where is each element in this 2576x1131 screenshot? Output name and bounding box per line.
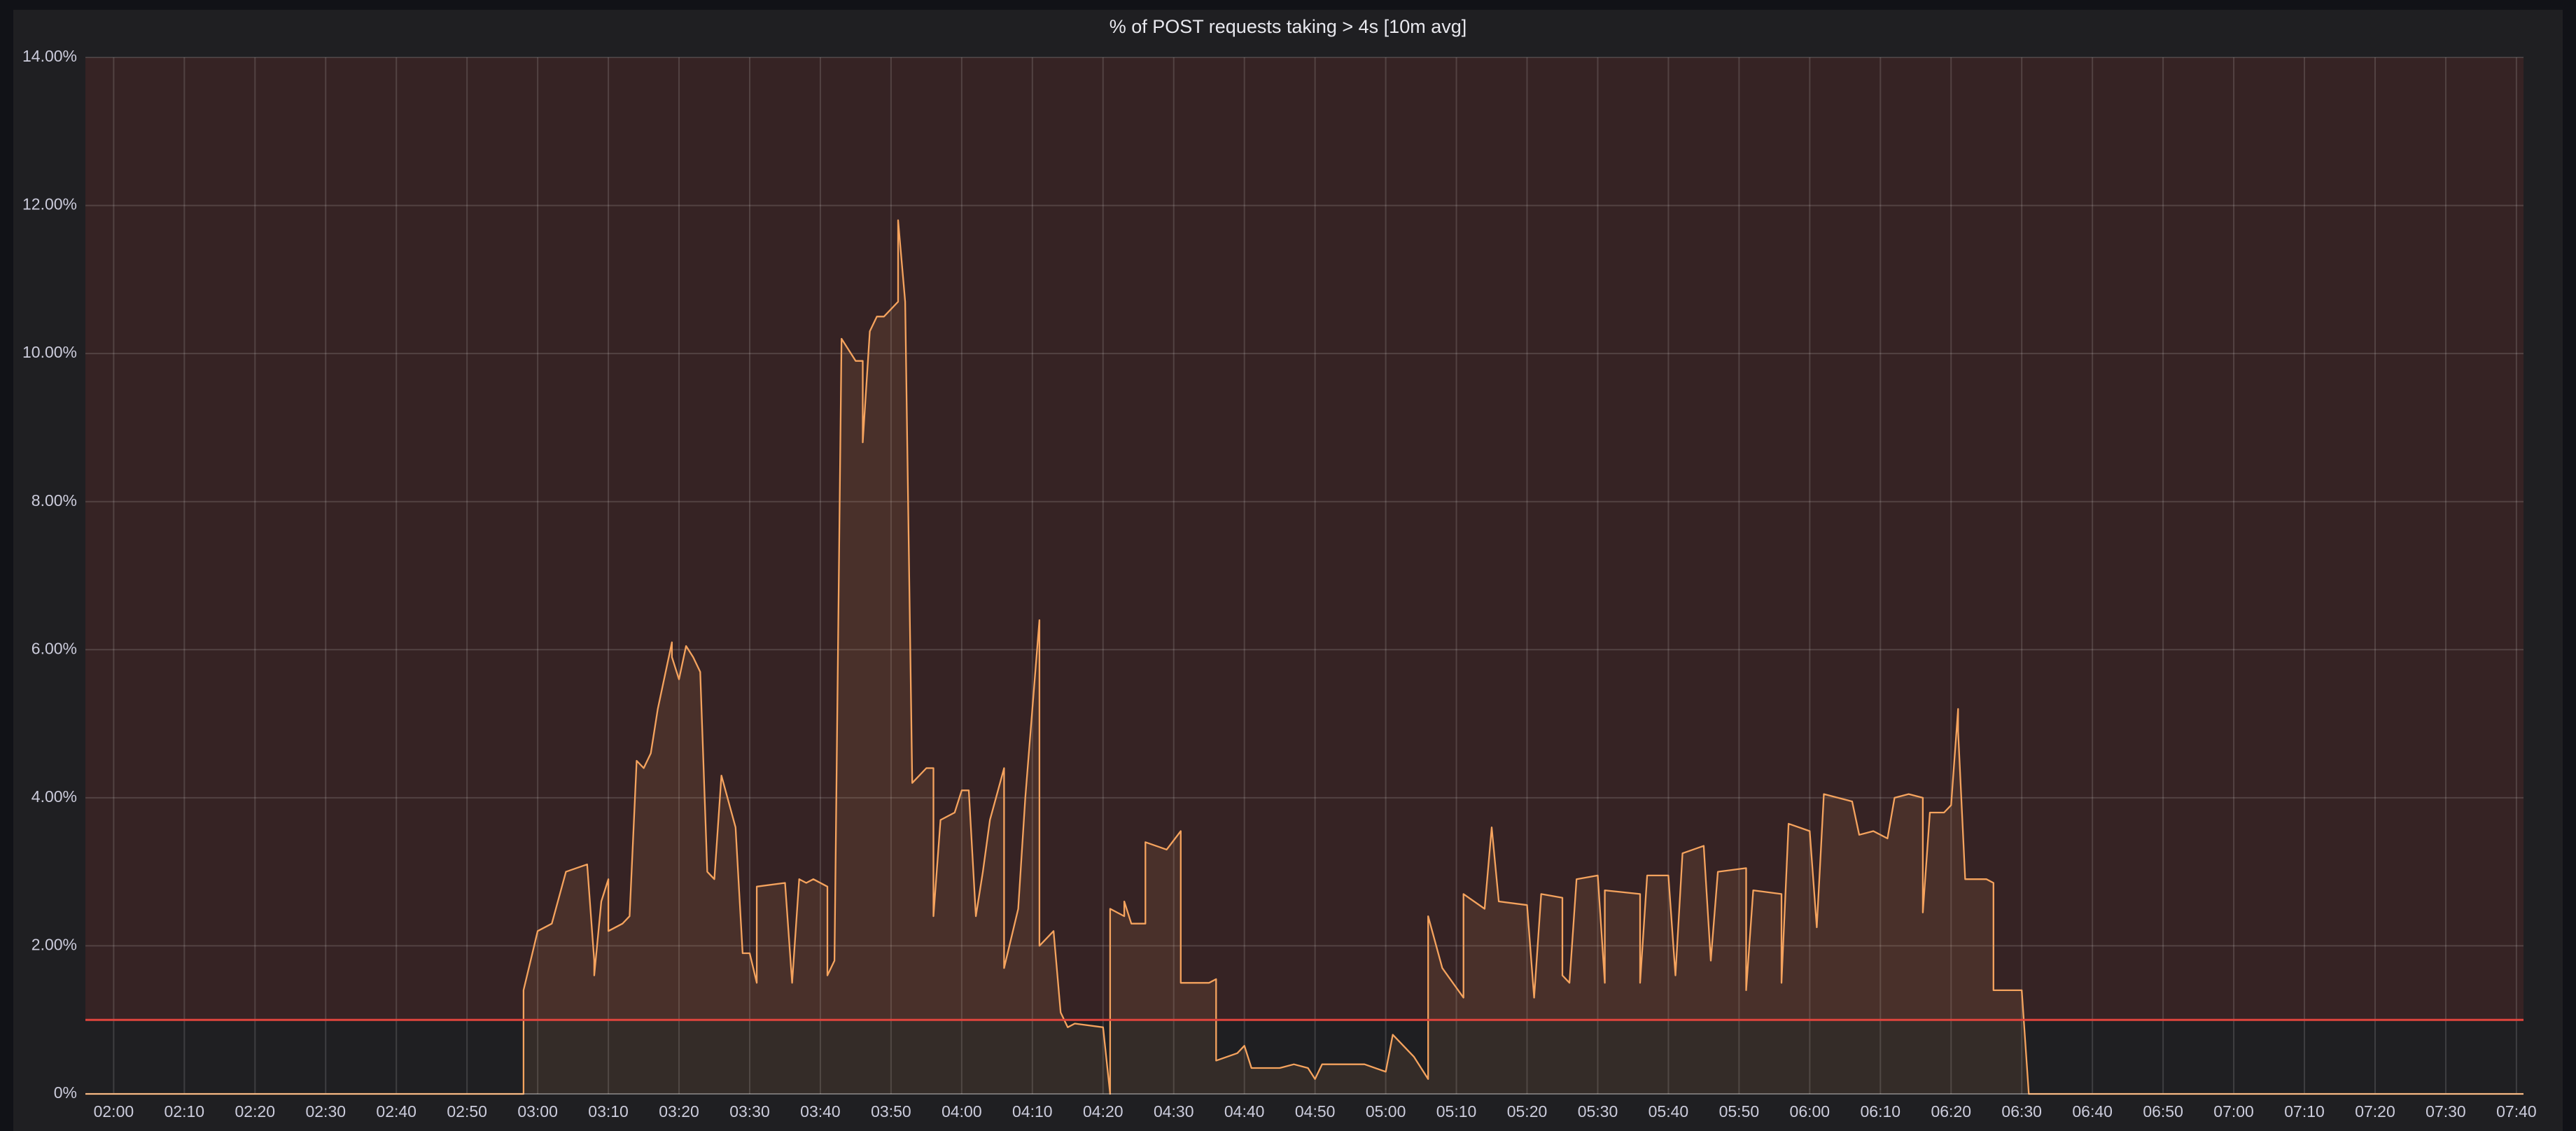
x-tick-label: 05:30 [1578, 1102, 1618, 1121]
x-tick-label: 07:10 [2284, 1102, 2325, 1121]
x-tick-label: 04:30 [1154, 1102, 1194, 1121]
series-area [85, 220, 2524, 1095]
x-tick-label: 02:40 [376, 1102, 416, 1121]
x-tick-label: 07:40 [2496, 1102, 2537, 1121]
y-tick-label: 0% [54, 1083, 77, 1102]
x-tick-label: 02:20 [235, 1102, 276, 1121]
x-tick-label: 06:20 [1931, 1102, 1971, 1121]
x-tick-label: 05:10 [1436, 1102, 1477, 1121]
x-tick-label: 05:00 [1366, 1102, 1406, 1121]
x-tick-label: 04:10 [1012, 1102, 1053, 1121]
y-tick-label: 14.00% [22, 47, 77, 65]
y-tick-label: 8.00% [31, 491, 77, 510]
x-tick-label: 02:30 [305, 1102, 346, 1121]
threshold-region [85, 57, 2524, 1020]
x-tick-label: 07:30 [2426, 1102, 2466, 1121]
x-tick-label: 06:50 [2143, 1102, 2183, 1121]
x-tick-label: 05:40 [1648, 1102, 1689, 1121]
x-tick-label: 07:20 [2355, 1102, 2395, 1121]
x-tick-label: 05:50 [1719, 1102, 1760, 1121]
x-tick-label: 04:20 [1083, 1102, 1124, 1121]
x-tick-label: 03:10 [588, 1102, 629, 1121]
x-tick-label: 06:00 [1790, 1102, 1830, 1121]
y-tick-label: 2.00% [31, 936, 77, 954]
x-tick-label: 03:50 [871, 1102, 911, 1121]
series-line [85, 219, 2524, 1095]
x-tick-label: 03:00 [517, 1102, 558, 1121]
y-tick-label: 12.00% [22, 195, 77, 213]
x-tick-label: 04:50 [1295, 1102, 1336, 1121]
x-tick-label: 03:20 [659, 1102, 699, 1121]
x-tick-label: 04:40 [1224, 1102, 1265, 1121]
y-tick-label: 6.00% [31, 639, 77, 657]
x-tick-label: 06:10 [1861, 1102, 1901, 1121]
x-tick-label: 02:00 [94, 1102, 134, 1121]
y-tick-label: 10.00% [22, 343, 77, 361]
chart-title: % of POST requests taking > 4s [10m avg] [1110, 16, 1467, 37]
x-tick-label: 06:30 [2001, 1102, 2042, 1121]
y-tick-label: 4.00% [31, 787, 77, 806]
x-tick-label: 06:40 [2072, 1102, 2113, 1121]
x-tick-label: 02:10 [164, 1102, 205, 1121]
x-tick-label: 07:00 [2213, 1102, 2254, 1121]
x-tick-label: 04:00 [941, 1102, 982, 1121]
x-tick-label: 02:50 [447, 1102, 487, 1121]
x-tick-label: 03:30 [729, 1102, 770, 1121]
x-tick-label: 05:20 [1507, 1102, 1548, 1121]
panel-background [13, 10, 2563, 1131]
x-tick-label: 03:40 [800, 1102, 841, 1121]
